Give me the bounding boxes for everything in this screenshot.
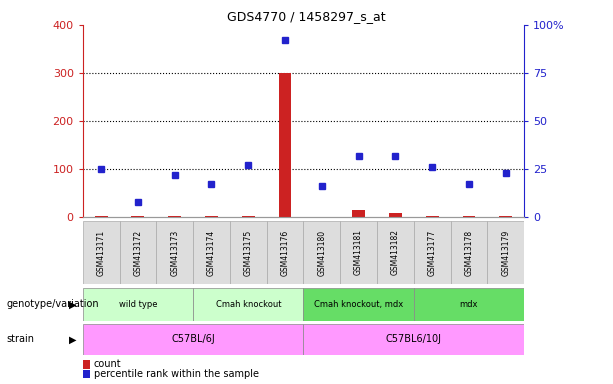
Text: GSM413171: GSM413171 (97, 229, 105, 276)
Bar (193, 288, 303, 321)
Bar (487, 221, 524, 284)
Bar (414, 221, 451, 284)
Text: Cmah knockout: Cmah knockout (216, 300, 281, 309)
Bar (352, 210, 365, 217)
Bar (377, 221, 414, 284)
Text: genotype/variation: genotype/variation (6, 299, 99, 310)
Text: GSM413182: GSM413182 (391, 230, 400, 275)
Bar (83, 324, 303, 355)
Bar (267, 221, 303, 284)
Bar (303, 288, 414, 321)
Bar (303, 221, 340, 284)
Text: C57BL6/10J: C57BL6/10J (386, 334, 442, 344)
Text: C57BL/6J: C57BL/6J (171, 334, 215, 344)
Bar (132, 216, 145, 217)
Bar (499, 215, 512, 217)
Text: strain: strain (6, 334, 34, 344)
Text: GSM413172: GSM413172 (134, 229, 142, 276)
Bar (156, 221, 193, 284)
Text: GSM413173: GSM413173 (170, 229, 179, 276)
Text: GSM413179: GSM413179 (501, 229, 510, 276)
Bar (279, 73, 292, 217)
Bar (303, 324, 524, 355)
Bar (414, 288, 524, 321)
Text: mdx: mdx (460, 300, 478, 309)
Text: count: count (94, 359, 121, 369)
Text: GSM413174: GSM413174 (207, 229, 216, 276)
Text: GSM413178: GSM413178 (465, 229, 473, 276)
Bar (463, 216, 476, 217)
Bar (389, 213, 402, 217)
Text: GSM413177: GSM413177 (428, 229, 436, 276)
Bar (83, 288, 193, 321)
Text: GSM413181: GSM413181 (354, 230, 363, 275)
Bar (451, 221, 487, 284)
Text: wild type: wild type (119, 300, 157, 309)
Bar (205, 216, 218, 217)
Bar (95, 216, 108, 217)
Text: GSM413180: GSM413180 (318, 229, 326, 276)
Bar (193, 221, 230, 284)
Bar (425, 215, 438, 217)
Bar (230, 221, 267, 284)
Text: percentile rank within the sample: percentile rank within the sample (94, 369, 259, 379)
Text: GSM413176: GSM413176 (281, 229, 289, 276)
Text: Cmah knockout, mdx: Cmah knockout, mdx (314, 300, 403, 309)
Bar (120, 221, 156, 284)
Text: GSM413175: GSM413175 (244, 229, 253, 276)
Bar (340, 221, 377, 284)
Text: ▶: ▶ (69, 334, 77, 344)
Bar (242, 215, 255, 217)
Bar (168, 216, 181, 217)
Bar (83, 221, 120, 284)
Text: ▶: ▶ (69, 299, 77, 310)
Text: GDS4770 / 1458297_s_at: GDS4770 / 1458297_s_at (227, 10, 386, 23)
